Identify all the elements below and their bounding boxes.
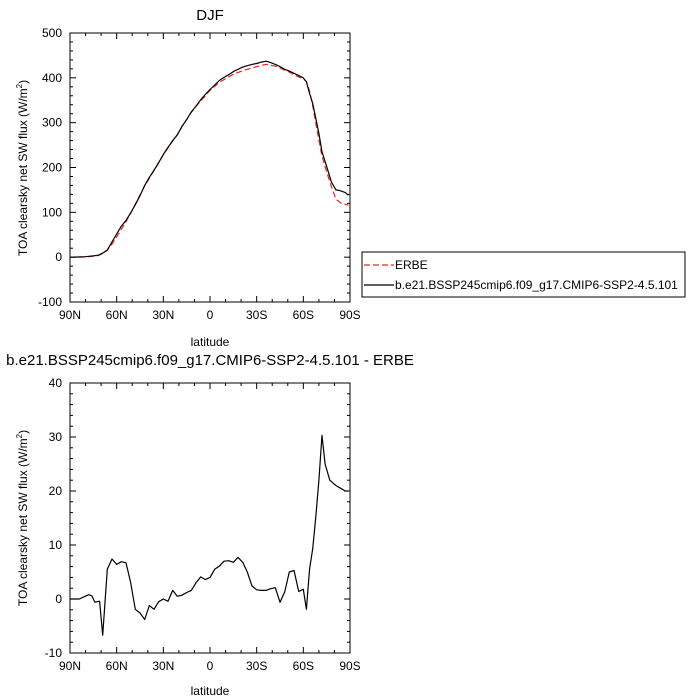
legend-label-erbe: ERBE [395,258,428,272]
bottom-x-tick-label: 30S [246,659,267,673]
bottom-x-tick-label: 90N [59,659,81,673]
top-y-tick-label: 200 [42,161,62,175]
top-y-axis-label: TOA clearsky net SW flux (W/m2) [15,80,30,256]
bottom-x-tick-label: 0 [207,659,214,673]
bottom-y-axis-label-main: TOA clearsky net SW flux (W/m [16,438,30,606]
top-y-tick-label: 100 [42,205,62,219]
bottom-x-tick-label: 60S [293,659,314,673]
bottom-panel-difference: b.e21.BSSP245cmip6.f09_g17.CMIP6-SSP2-4.… [6,352,414,698]
top-y-axis-label-close: ) [16,80,30,84]
bottom-y-tick-label: 20 [49,484,63,498]
top-y-tick-label: -100 [38,295,62,309]
bottom-y-tick-label: 30 [49,430,63,444]
bottom-plot-frame [69,382,351,654]
bottom-y-axis-label-close: ) [16,430,30,434]
top-y-tick-label: 0 [55,250,62,264]
top-x-tick-label: 60S [293,308,314,322]
top-x-tick-label: 0 [207,308,214,322]
top-x-tick-label: 90N [59,308,81,322]
bottom-y-tick-label: 0 [55,592,62,606]
top-x-axis-label: latitude [191,335,230,349]
bottom-x-axis-label: latitude [191,684,230,698]
top-y-axis-label-sup: 2 [15,83,24,88]
top-x-tick-label: 60N [106,308,128,322]
top-chart-title: DJF [196,7,224,24]
legend-box [361,251,686,298]
bottom-chart-title: b.e21.BSSP245cmip6.f09_g17.CMIP6-SSP2-4.… [6,352,414,369]
legend-label-model: b.e21.BSSP245cmip6.f09_g17.CMIP6-SSP2-4.… [395,278,678,292]
top-series-line-0 [70,63,349,258]
top-y-tick-label: 500 [42,26,62,40]
top-y-tick-label: 300 [42,116,62,130]
top-y-tick-label: 400 [42,71,62,85]
bottom-y-axis-label-sup: 2 [15,433,24,438]
bottom-y-tick-label: 40 [49,376,63,390]
top-x-tick-label: 90S [339,308,360,322]
legend: ERBE b.e21.BSSP245cmip6.f09_g17.CMIP6-SS… [361,251,686,298]
bottom-y-tick-label: 10 [49,538,63,552]
top-series-line-1 [70,60,349,258]
bottom-x-tick-label: 60N [106,659,128,673]
bottom-x-tick-label: 30N [152,659,174,673]
bottom-y-axis-label: TOA clearsky net SW flux (W/m2) [15,430,30,606]
top-y-axis-label-main: TOA clearsky net SW flux (W/m [16,88,30,256]
top-x-tick-label: 30N [152,308,174,322]
bottom-x-tick-label: 90S [339,659,360,673]
top-x-tick-label: 30S [246,308,267,322]
bottom-series-line-0 [70,434,349,636]
top-plot-frame [69,32,351,303]
bottom-y-tick-label: -10 [45,646,63,660]
top-panel-djf: DJF latitude TOA clearsky net SW flux (W… [15,7,361,349]
